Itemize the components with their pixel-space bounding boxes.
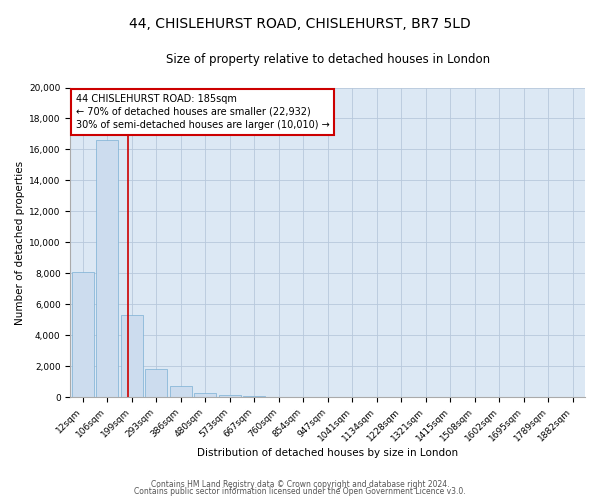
- Text: Contains public sector information licensed under the Open Government Licence v3: Contains public sector information licen…: [134, 487, 466, 496]
- X-axis label: Distribution of detached houses by size in London: Distribution of detached houses by size …: [197, 448, 458, 458]
- Y-axis label: Number of detached properties: Number of detached properties: [15, 160, 25, 324]
- Bar: [96, 140, 118, 398]
- Title: Size of property relative to detached houses in London: Size of property relative to detached ho…: [166, 52, 490, 66]
- Bar: [71, 272, 94, 398]
- Text: 44 CHISLEHURST ROAD: 185sqm
← 70% of detached houses are smaller (22,932)
30% of: 44 CHISLEHURST ROAD: 185sqm ← 70% of det…: [76, 94, 329, 130]
- Bar: [121, 316, 143, 398]
- Text: Contains HM Land Registry data © Crown copyright and database right 2024.: Contains HM Land Registry data © Crown c…: [151, 480, 449, 489]
- Bar: [145, 369, 167, 398]
- Bar: [194, 393, 216, 398]
- Text: 44, CHISLEHURST ROAD, CHISLEHURST, BR7 5LD: 44, CHISLEHURST ROAD, CHISLEHURST, BR7 5…: [129, 18, 471, 32]
- Bar: [170, 386, 191, 398]
- Bar: [218, 395, 241, 398]
- Bar: [243, 396, 265, 398]
